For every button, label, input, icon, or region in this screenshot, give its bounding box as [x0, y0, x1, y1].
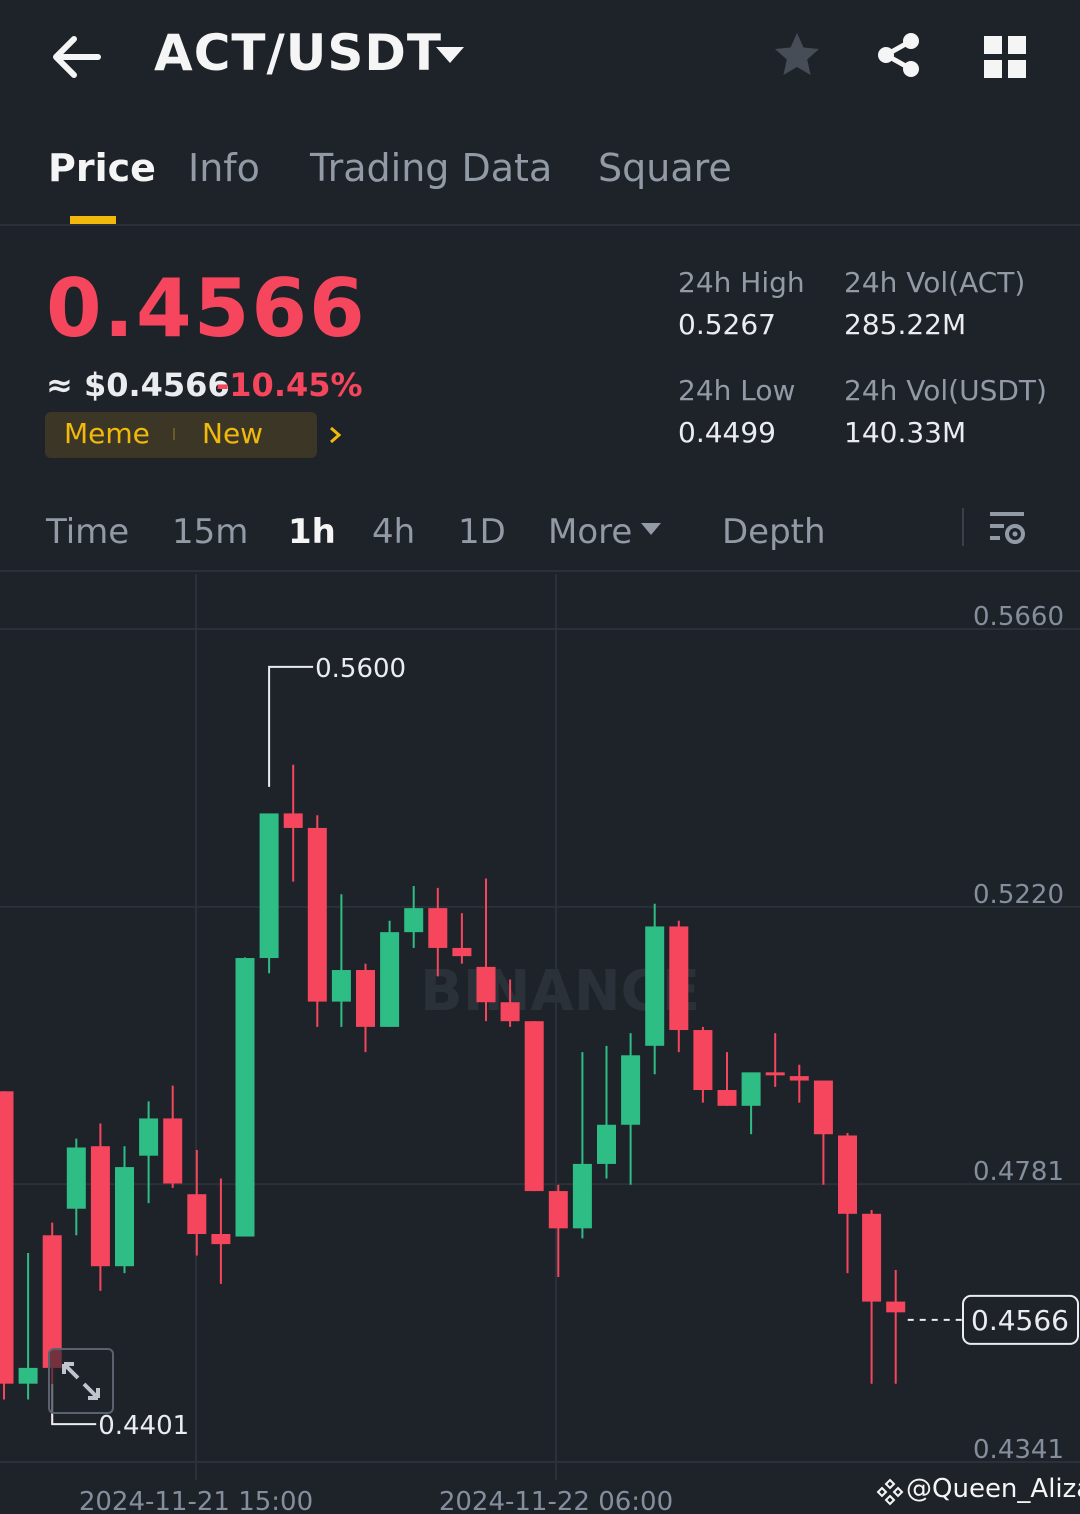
candle-body: [838, 1135, 857, 1214]
candle-body: [500, 1002, 520, 1022]
candle-body: [307, 827, 327, 1002]
candle-body: [548, 1191, 568, 1229]
candle-body: [259, 813, 279, 959]
candle-body: [693, 1030, 713, 1091]
interval-bar: Time 15m 1h 4h 1D More Depth: [0, 494, 1080, 572]
candle-body: [597, 1124, 616, 1164]
candle-body: [886, 1301, 906, 1313]
stat-vol-usdt-value: 140.33M: [844, 416, 967, 449]
candle-body: [163, 1118, 183, 1184]
interval-time[interactable]: Time: [46, 512, 130, 552]
binance-logo-icon: [876, 1478, 904, 1506]
chevron-right-icon: [330, 426, 342, 444]
x-tick-label: 2024-11-21 15:00: [79, 1487, 313, 1514]
candle-body: [669, 926, 689, 1031]
caret-down-icon[interactable]: [434, 44, 466, 66]
stat-high-label: 24h High: [678, 266, 805, 299]
candle-body: [0, 1091, 14, 1384]
candle-body: [235, 958, 255, 1237]
interval-15m[interactable]: 15m: [172, 512, 249, 552]
stat-vol-usdt-label: 24h Vol(USDT): [844, 374, 1047, 407]
tab-square[interactable]: Square: [598, 146, 732, 190]
candle-body: [90, 1146, 110, 1267]
candle-body: [428, 908, 448, 948]
tab-trading-data[interactable]: Trading Data: [310, 146, 553, 190]
last-price: 0.4566: [46, 262, 367, 355]
y-tick-label: 0.4781: [973, 1157, 1064, 1187]
stat-vol-act-value: 285.22M: [844, 308, 967, 341]
pair-title[interactable]: ACT/USDT: [154, 24, 442, 82]
y-tick-label: 0.4341: [973, 1435, 1064, 1465]
watermark-handle: @Queen_Aliza: [906, 1474, 1080, 1504]
candle-body: [452, 947, 472, 957]
candle-body: [789, 1076, 809, 1081]
high-marker-line: [268, 665, 314, 787]
candle-body: [404, 908, 424, 933]
interval-4h[interactable]: 4h: [372, 512, 416, 552]
candle-body: [331, 970, 351, 1002]
tab-price[interactable]: Price: [48, 146, 156, 190]
candle-body: [115, 1167, 134, 1267]
tag-new[interactable]: New: [202, 417, 264, 450]
candle-body: [813, 1080, 833, 1135]
y-tick-label: 0.5660: [973, 602, 1064, 632]
last-price-label: 0.4566: [971, 1304, 1069, 1337]
candle-body: [717, 1090, 737, 1106]
candle-body: [524, 1021, 544, 1192]
low-marker-label: 0.4401: [98, 1411, 189, 1441]
last-price-box: [962, 1294, 1079, 1345]
candle-body: [211, 1234, 231, 1245]
main-tabs: Price Info Trading Data Square: [0, 130, 1080, 226]
candle-body: [741, 1072, 761, 1106]
interval-divider: [962, 508, 964, 546]
candle-body: [283, 813, 303, 828]
candle-body: [645, 926, 665, 1046]
x-axis-labels: 2024-11-21 15:00 2024-11-22 06:00: [79, 1487, 673, 1514]
grid-icon[interactable]: [982, 34, 1028, 80]
candle-body: [18, 1367, 38, 1384]
tag-divider: [173, 428, 175, 440]
price-change-percent: -10.45%: [216, 366, 363, 404]
approx-usd-price: ≈ $0.4566: [46, 366, 230, 404]
high-marker-label: 0.5600: [315, 654, 406, 684]
y-tick-label: 0.5220: [973, 880, 1064, 910]
candle-body: [42, 1235, 62, 1368]
arrow-left-icon[interactable]: [48, 32, 104, 82]
candle-body: [139, 1118, 159, 1156]
candle-body: [862, 1213, 882, 1302]
expand-chart-button[interactable]: [48, 1348, 114, 1414]
interval-1h[interactable]: 1h: [288, 512, 336, 552]
tab-info[interactable]: Info: [188, 146, 260, 190]
expand-icon: [62, 1362, 100, 1400]
stat-vol-act-label: 24h Vol(ACT): [844, 266, 1026, 299]
stat-low-label: 24h Low: [678, 374, 796, 407]
candle-body: [572, 1163, 592, 1229]
stat-low-value: 0.4499: [678, 416, 776, 449]
candle-body: [380, 932, 400, 1027]
candle-body: [621, 1055, 641, 1125]
tag-box[interactable]: Meme New: [45, 412, 342, 458]
x-tick-label: 2024-11-22 06:00: [439, 1487, 673, 1514]
active-tab-indicator: [70, 216, 116, 224]
chart-settings-icon[interactable]: [988, 508, 1028, 548]
interval-more[interactable]: More: [548, 512, 633, 552]
candle-body: [356, 970, 375, 1027]
tag-meme[interactable]: Meme: [64, 417, 150, 450]
star-icon[interactable]: [772, 30, 822, 80]
chart-grid: [0, 574, 1080, 1480]
y-axis-labels: 0.5660 0.5220 0.4781 0.4341: [973, 602, 1064, 1465]
interval-1d[interactable]: 1D: [458, 512, 506, 552]
top-bar: ACT/USDT: [0, 0, 1080, 118]
candle-body: [66, 1147, 86, 1209]
candle-body: [765, 1072, 785, 1076]
caret-down-icon: [641, 523, 661, 535]
candles: [0, 764, 906, 1425]
chart-markers: 0.5600 0.4401 0.4566: [51, 654, 1079, 1441]
interval-depth[interactable]: Depth: [722, 512, 826, 552]
share-icon[interactable]: [874, 30, 924, 80]
stat-high-value: 0.5267: [678, 308, 776, 341]
candle-body: [476, 966, 496, 1003]
candle-body: [187, 1194, 207, 1235]
